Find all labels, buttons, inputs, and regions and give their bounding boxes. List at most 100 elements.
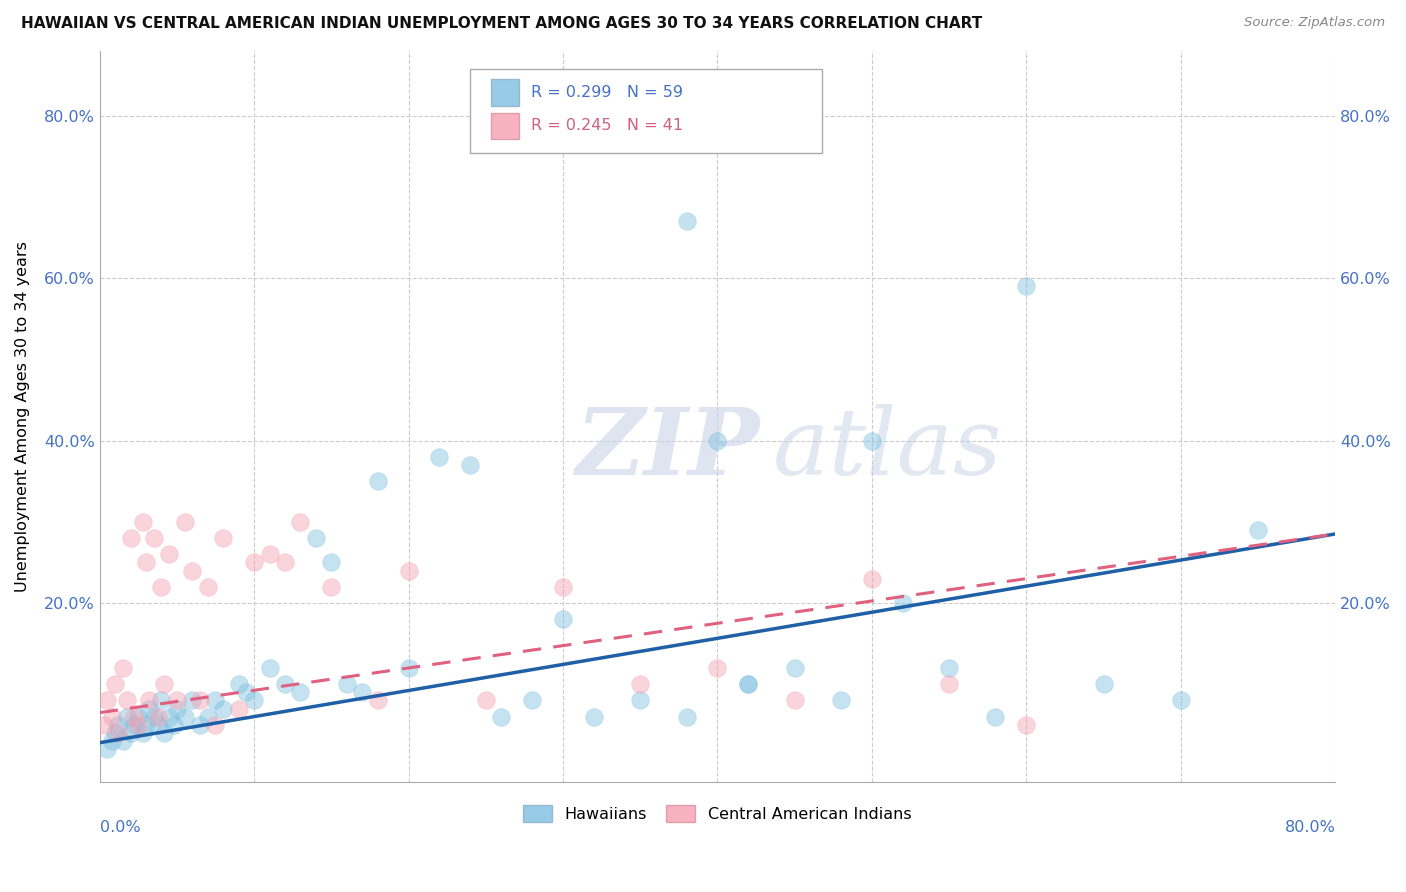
Point [321,580,343,594]
Bar [491,112,519,139]
Point [122,718,145,732]
Point [228,677,250,691]
Point [132,515,155,529]
Point [891,596,914,610]
Point [204,718,226,732]
Point [551,612,574,626]
Point [150,580,173,594]
Point [153,677,176,691]
Point [212,531,235,545]
Point [259,661,281,675]
Point [166,701,188,715]
Point [706,661,728,675]
Point [197,709,219,723]
Point [127,718,149,732]
Point [235,685,257,699]
Point [706,434,728,448]
Point [132,726,155,740]
Point [96,693,118,707]
Point [1015,718,1038,732]
Point [305,531,328,545]
Point [938,661,960,675]
Point [135,718,157,732]
Point [181,693,204,707]
Point [107,726,129,740]
Y-axis label: Unemployment Among Ages 30 to 34 years: Unemployment Among Ages 30 to 34 years [15,241,30,591]
Point [153,726,176,740]
Point [582,709,605,723]
Point [181,564,204,578]
Point [860,572,883,586]
Text: R = 0.245   N = 41: R = 0.245 N = 41 [531,119,683,134]
Point [142,531,165,545]
Point [111,661,134,675]
Point [429,450,451,464]
Point [107,718,129,732]
Point [830,693,852,707]
Point [96,742,118,756]
Point [188,693,211,707]
Point [166,693,188,707]
Point [783,693,806,707]
Point [398,564,420,578]
Point [138,693,160,707]
Point [628,693,651,707]
Point [290,515,312,529]
Text: ZIP: ZIP [575,404,759,494]
FancyBboxPatch shape [471,69,823,153]
Point [860,434,883,448]
Point [243,693,266,707]
Point [204,693,226,707]
Point [367,693,389,707]
Point [120,726,142,740]
Text: R = 0.299   N = 59: R = 0.299 N = 59 [531,85,683,100]
Point [157,709,180,723]
Legend: Hawaiians, Central American Indians: Hawaiians, Central American Indians [517,798,918,829]
Point [157,547,180,561]
Point [352,685,374,699]
Point [101,734,124,748]
Point [111,734,134,748]
Text: atlas: atlas [773,404,1002,494]
Point [1092,677,1115,691]
Point [367,474,389,488]
Point [1247,523,1270,537]
Point [142,709,165,723]
Point [474,693,496,707]
Text: Source: ZipAtlas.com: Source: ZipAtlas.com [1244,16,1385,29]
Point [117,693,139,707]
Point [520,693,543,707]
Point [120,531,142,545]
Point [675,709,697,723]
Point [1170,693,1192,707]
Point [290,685,312,699]
Point [336,677,359,691]
Point [675,214,697,228]
Point [783,661,806,675]
Point [212,701,235,715]
Point [150,693,173,707]
Point [1015,279,1038,293]
Point [489,709,512,723]
Point [101,709,124,723]
Point [274,555,297,569]
Point [243,555,266,569]
Point [135,555,157,569]
Point [93,718,115,732]
Point [138,701,160,715]
Point [259,547,281,561]
Point [163,718,186,732]
Text: 80.0%: 80.0% [1285,820,1336,835]
Point [188,718,211,732]
Point [398,661,420,675]
Point [148,709,170,723]
Text: 0.0%: 0.0% [100,820,141,835]
Point [173,515,195,529]
Bar [491,79,519,105]
Point [173,709,195,723]
Point [628,677,651,691]
Text: HAWAIIAN VS CENTRAL AMERICAN INDIAN UNEMPLOYMENT AMONG AGES 30 TO 34 YEARS CORRE: HAWAIIAN VS CENTRAL AMERICAN INDIAN UNEM… [21,16,983,31]
Point [321,555,343,569]
Point [984,709,1007,723]
Point [148,718,170,732]
